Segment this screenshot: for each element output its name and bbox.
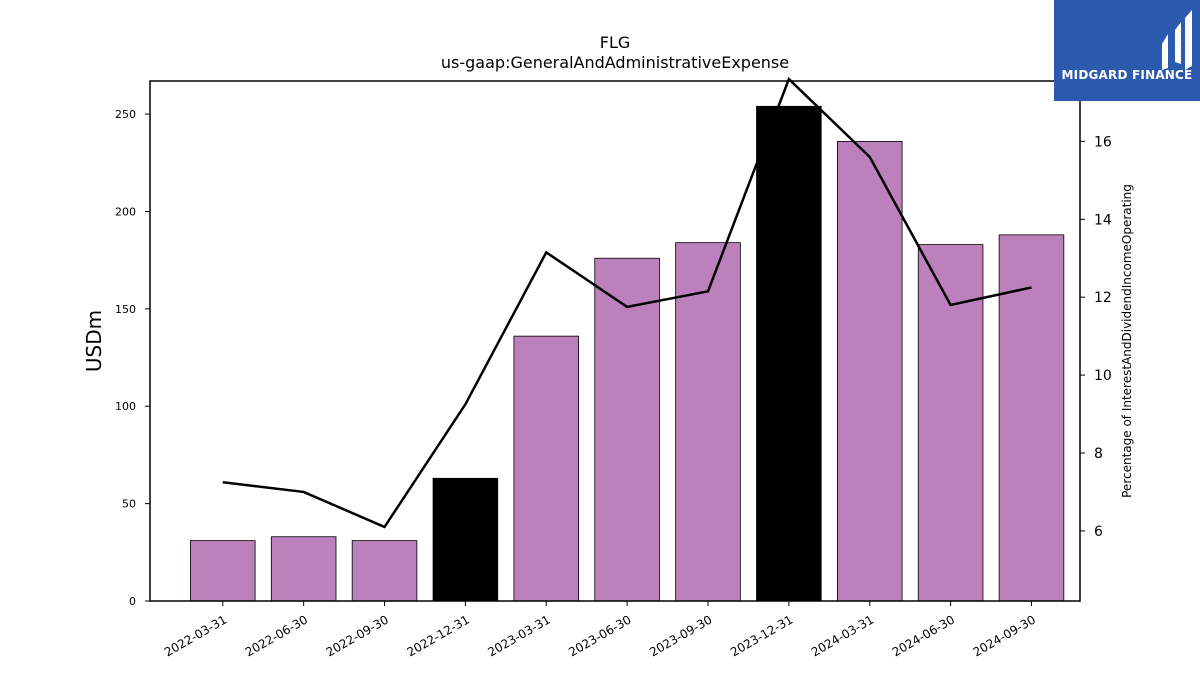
x-tick-label: 2023-09-30: [647, 612, 714, 659]
y2-tick-label: 8: [1094, 446, 1103, 462]
bar: [917, 244, 984, 602]
x-tick-label: 2022-09-30: [324, 612, 391, 659]
bar: [190, 540, 256, 602]
y2-tick-label: 6: [1094, 524, 1103, 540]
bar: [432, 477, 499, 602]
percentage-line: [222, 76, 1032, 529]
y-tick-label: 50: [122, 498, 136, 511]
y-tick-label: 200: [115, 205, 136, 218]
y-axis-label: USDm: [82, 310, 106, 372]
plot-frame: [149, 80, 1081, 602]
y2-tick-label: 14: [1094, 212, 1112, 228]
x-tick-label: 2023-06-30: [566, 612, 633, 659]
x-tick-label: 2024-03-31: [809, 612, 876, 659]
x-tick-label: 2022-03-31: [162, 612, 229, 659]
y-tick-label: 0: [129, 595, 136, 608]
x-tick-label: 2022-12-31: [404, 612, 471, 659]
brand-logo: MIDGARD FINANCE: [1054, 0, 1200, 101]
x-tick-label: 2023-12-31: [728, 612, 795, 659]
chart-subtitle: us-gaap:GeneralAndAdministrativeExpense: [441, 53, 789, 72]
bar: [756, 105, 822, 602]
y-tick-label: 150: [115, 303, 136, 316]
bar: [998, 234, 1065, 602]
y-tick-label: 100: [115, 400, 136, 413]
x-tick-label: 2024-06-30: [890, 612, 957, 659]
bar: [836, 140, 903, 602]
x-tick-label: 2023-03-31: [485, 612, 552, 659]
bar: [513, 335, 580, 602]
bar: [594, 257, 660, 602]
logo-text: MIDGARD FINANCE: [1061, 68, 1193, 82]
y2-axis-label: Percentage of InterestAndDividendIncomeO…: [1120, 184, 1134, 498]
bar: [270, 536, 337, 602]
x-tick-label: 2024-09-30: [971, 612, 1038, 659]
bar: [675, 242, 741, 602]
bar: [351, 540, 418, 602]
y2-tick-label: 10: [1094, 368, 1112, 384]
y2-tick-label: 12: [1094, 290, 1112, 306]
y2-tick-label: 16: [1094, 134, 1112, 150]
x-tick-label: 2022-06-30: [243, 612, 310, 659]
chart-title: FLG: [600, 33, 631, 52]
logo-mark-icon: [1162, 10, 1192, 70]
y-tick-label: 250: [115, 108, 136, 121]
